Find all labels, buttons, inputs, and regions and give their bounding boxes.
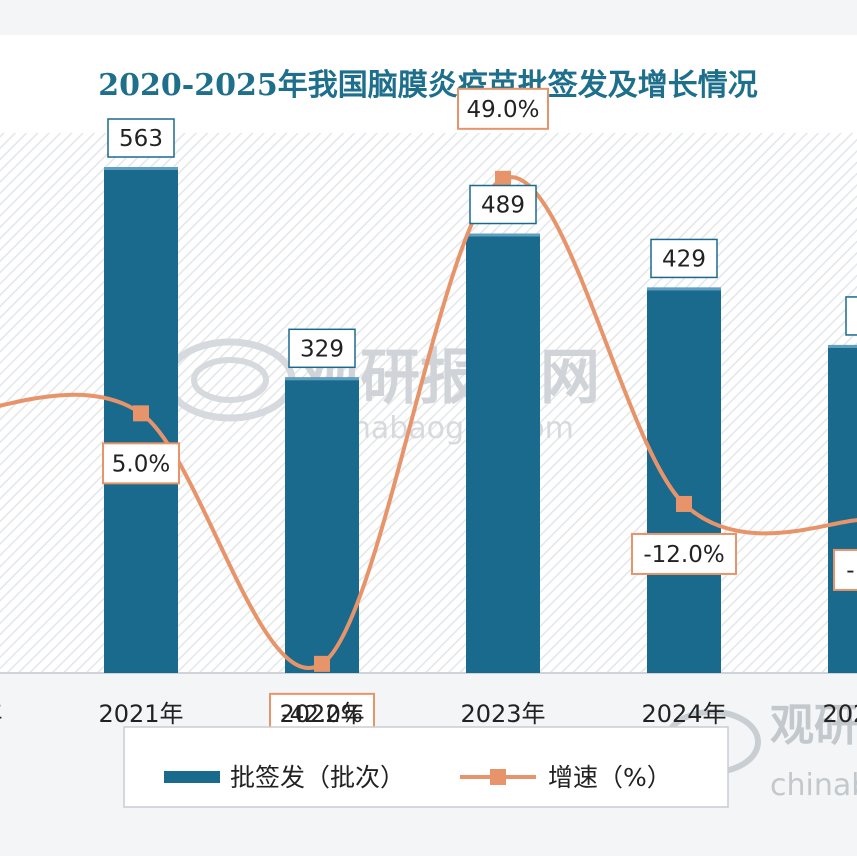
line-series [0,170,857,672]
bar-label-box-6 [845,296,857,336]
bar-value-label-5: 429 [662,246,706,272]
bar-label-box-2 [107,118,175,158]
bar-value-label-4: 489 [481,193,525,219]
growth-value-label-6: -15 [846,558,857,584]
x-tick-label-5: 2024年 [641,700,726,728]
growth-marker-4 [495,170,511,187]
growth-marker-2 [133,405,149,422]
growth-value-label-3: -42.0% [281,702,362,728]
legend: 批签发（批次） 增速（%） [123,726,729,808]
legend-swatch-bar [164,771,220,783]
growth-value-label-5: -12.0% [643,542,724,568]
x-tick-label-3: 2022年 [279,700,364,728]
bar-value-label-3: 329 [300,336,344,362]
bar-highlight-3 [285,377,359,381]
x-tick-label-4: 2023年 [460,700,545,728]
legend-marker-line [490,769,506,785]
x-tick-label-2: 2021年 [98,700,183,728]
growth-marker-3 [314,655,330,672]
growth-label-box-4 [457,87,549,130]
growth-value-label-2: 5.0% [112,451,170,477]
growth-label-box-2 [102,442,180,485]
watermark-corner-cn: 观研 [770,700,857,751]
growth-marker-5 [676,495,692,512]
bar-label-box-4 [469,184,537,225]
bar-labels: 5365633294894293 [107,118,857,369]
bar-label-box-3 [288,328,356,369]
bar-4 [466,233,540,673]
bar-highlight-2 [104,167,178,170]
x-tick-label-6: 2025年 [822,700,857,728]
bar-series [104,167,857,673]
bar-3 [285,377,359,673]
bar-6 [828,344,857,673]
chart-title: 2020-2025年我国脑膜炎疫苗批签发及增长情况 [98,68,757,103]
bar-5 [647,287,721,673]
bar-label-box-5 [650,238,718,279]
growth-label-box-5 [631,532,737,575]
bar-highlight-6 [828,344,857,348]
growth-label-box-6 [833,548,857,591]
line-labels: 5.0% -42.0% 49.0% -12.0% -15 [102,87,857,735]
legend-label-line: 增速（%） [548,763,672,792]
bar-highlight-4 [466,233,540,237]
bar-value-label-2: 563 [119,126,163,152]
watermark-corner-en: chinab [770,768,857,803]
x-tick-labels: 2020年 2021年 2022年 2023年 2024年 2025年 [0,700,857,728]
growth-value-label-4: 49.0% [466,97,539,123]
legend-box [123,726,729,808]
legend-label-bar: 批签发（批次） [230,763,405,792]
bar-highlight-5 [647,287,721,291]
x-tick-label-1: 2020年 [0,700,3,728]
